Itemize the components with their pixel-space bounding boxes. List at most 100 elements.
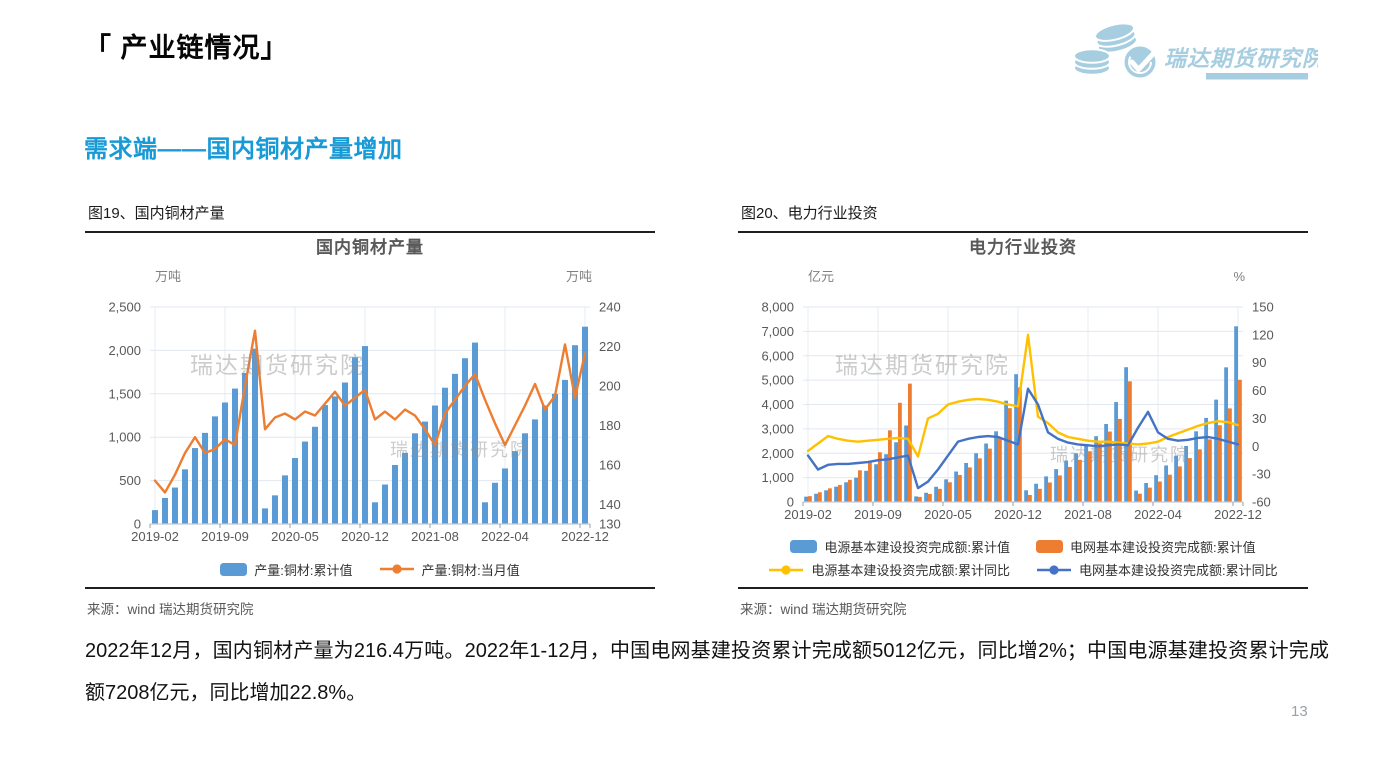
divider xyxy=(85,587,655,589)
svg-text:2021-08: 2021-08 xyxy=(1064,507,1112,522)
svg-text:2019-09: 2019-09 xyxy=(854,507,902,522)
svg-text:0: 0 xyxy=(134,517,141,532)
svg-text:0: 0 xyxy=(1252,439,1259,454)
bar-swatch-icon xyxy=(1036,540,1063,553)
svg-text:瑞达期货研究院: 瑞达期货研究院 xyxy=(1050,445,1190,465)
chart-title: 电力行业投资 xyxy=(969,237,1077,257)
power-investment-chart-svg: 瑞达期货研究院瑞达期货研究院01,0002,0003,0004,0005,000… xyxy=(761,237,1274,522)
legend-label: 产量:铜材:累计值 xyxy=(254,562,353,578)
line-swatch-icon xyxy=(1037,564,1071,575)
svg-text:2022-04: 2022-04 xyxy=(1134,507,1182,522)
svg-text:8,000: 8,000 xyxy=(761,300,794,315)
right-axis-labels: -60 -30 0 30 60 90 120 150 xyxy=(1252,300,1274,510)
svg-text:2020-05: 2020-05 xyxy=(924,507,972,522)
line-series-1 xyxy=(153,329,587,494)
svg-text:180: 180 xyxy=(599,418,621,433)
svg-text:2022-12: 2022-12 xyxy=(561,529,609,544)
power-investment-chart: 瑞达期货研究院 瑞达期货研究院 0 1,000 2,000 3,000 4,000 5,000… xyxy=(738,233,1308,529)
svg-text:140: 140 xyxy=(599,497,621,512)
legend-item: 电源基本建设投资完成额:累计同比 xyxy=(768,560,1010,579)
power-chart-legend: 电源基本建设投资完成额:累计值 电网基本建设投资完成额:累计值 电源基本建设投资完成… xyxy=(738,529,1308,587)
figure-caption: 图19、国内铜材产量 xyxy=(85,200,655,233)
svg-text:30: 30 xyxy=(1252,411,1266,426)
section-title: 需求端——国内铜材产量增加 xyxy=(84,136,403,163)
figure-caption: 图20、电力行业投资 xyxy=(738,200,1308,233)
svg-text:2019-09: 2019-09 xyxy=(201,529,249,544)
svg-text:2019-02: 2019-02 xyxy=(131,529,179,544)
summary-text: 2022年12月，国内铜材产量为216.4万吨。2022年1-12月，中国电网基… xyxy=(85,640,1329,705)
svg-text:240: 240 xyxy=(599,300,621,315)
line-swatch-icon xyxy=(379,564,414,574)
brand-name: 瑞达期货研究院 xyxy=(1164,46,1318,71)
source-note: 来源：wind 瑞达期货研究院 xyxy=(740,602,907,617)
divider xyxy=(738,587,1308,589)
svg-text:2020-05: 2020-05 xyxy=(271,529,319,544)
left-axis-unit: 亿元 xyxy=(808,269,834,284)
svg-text:瑞达期货研究院: 瑞达期货研究院 xyxy=(835,352,1010,378)
svg-text:7,000: 7,000 xyxy=(761,324,794,339)
logo-underline xyxy=(1206,73,1308,80)
bar-swatch-icon xyxy=(790,540,818,553)
check-circle-icon xyxy=(1124,46,1156,78)
legend-item: 电网基本建设投资完成额:累计值 xyxy=(1036,537,1256,556)
svg-text:-30: -30 xyxy=(1252,467,1271,482)
figure-power-investment: 图20、电力行业投资 瑞达期货研究院 瑞达期货研究院 0 1,000 2,000 3,00… xyxy=(738,200,1308,618)
right-axis-unit: % xyxy=(1233,269,1245,284)
svg-text:2021-08: 2021-08 xyxy=(411,529,459,544)
left-axis-unit: 万吨 xyxy=(155,269,181,284)
legend-item: 电源基本建设投资完成额:累计值 xyxy=(790,537,1010,556)
legend-label: 电源基本建设投资完成额:累计同比 xyxy=(811,563,1010,578)
svg-text:2020-12: 2020-12 xyxy=(994,507,1042,522)
svg-text:200: 200 xyxy=(599,378,621,393)
left-axis-labels: 0 1,000 2,000 3,000 4,000 5,000 6,000 7,000 8,00… xyxy=(761,300,794,510)
svg-text:2020-12: 2020-12 xyxy=(341,529,389,544)
svg-text:5,000: 5,000 xyxy=(761,373,794,388)
right-axis-labels: 130 140 160 180 200 220 240 xyxy=(599,300,621,532)
svg-text:瑞达期货研究院: 瑞达期货研究院 xyxy=(390,440,530,460)
source-note: 来源：wind 瑞达期货研究院 xyxy=(87,602,254,617)
x-axis-labels: 2019-02 2019-09 2020-05 2020-12 2021-08 2022-… xyxy=(784,502,1262,522)
svg-text:3,000: 3,000 xyxy=(761,421,794,436)
svg-text:瑞达期货研究院: 瑞达期货研究院 xyxy=(190,352,365,378)
svg-text:2,000: 2,000 xyxy=(108,343,141,358)
svg-text:130: 130 xyxy=(599,517,621,532)
svg-text:500: 500 xyxy=(119,473,141,488)
chart-title: 国内铜材产量 xyxy=(316,237,424,257)
svg-text:1,000: 1,000 xyxy=(761,470,794,485)
svg-text:4,000: 4,000 xyxy=(761,397,794,412)
svg-text:2022-04: 2022-04 xyxy=(481,529,529,544)
legend-label: 产量:铜材:当月值 xyxy=(421,562,520,578)
svg-text:-60: -60 xyxy=(1252,495,1271,510)
legend-item: 产量:铜材:当月值 xyxy=(379,560,520,579)
svg-text:2022-12: 2022-12 xyxy=(1214,507,1262,522)
legend-row: 电源基本建设投资完成额:累计值 电网基本建设投资完成额:累计值 xyxy=(790,537,1256,556)
line-swatch-icon xyxy=(769,564,804,575)
page-title: 「 产业链情况」 xyxy=(84,33,289,63)
brand-logo-graphic: 瑞达期货研究院 xyxy=(1073,22,1327,80)
right-axis-unit: 万吨 xyxy=(566,269,592,284)
bar-swatch-icon xyxy=(220,562,248,576)
legend-item: 电网基本建设投资完成额:累计同比 xyxy=(1036,560,1278,579)
svg-text:0: 0 xyxy=(787,495,794,510)
bar-series-0 xyxy=(152,326,588,524)
bar-series-0 xyxy=(804,326,1238,503)
legend-item: 产量:铜材:累计值 xyxy=(220,560,353,579)
svg-text:120: 120 xyxy=(1252,327,1274,342)
svg-text:2019-02: 2019-02 xyxy=(784,507,832,522)
svg-text:220: 220 xyxy=(599,339,621,354)
svg-text:2,000: 2,000 xyxy=(761,446,794,461)
left-axis-labels: 0 500 1,000 1,500 2,000 2,500 xyxy=(108,300,141,532)
brand-logo: 瑞达期货研究院 xyxy=(1068,16,1327,86)
page-number: 13 xyxy=(1291,703,1308,720)
legend-label: 电网基本建设投资完成额:累计值 xyxy=(1070,540,1256,555)
svg-text:1,000: 1,000 xyxy=(108,430,141,445)
legend-row: 产量:铜材:累计值 产量:铜材:当月值 xyxy=(220,560,520,579)
copper-production-chart-svg: 瑞达期货研究院瑞达期货研究院05001,0001,5002,0002,50013… xyxy=(108,237,621,544)
svg-text:150: 150 xyxy=(1252,300,1274,315)
line-series-3 xyxy=(806,387,1240,490)
coins-icon xyxy=(1073,22,1156,78)
svg-text:160: 160 xyxy=(599,457,621,472)
